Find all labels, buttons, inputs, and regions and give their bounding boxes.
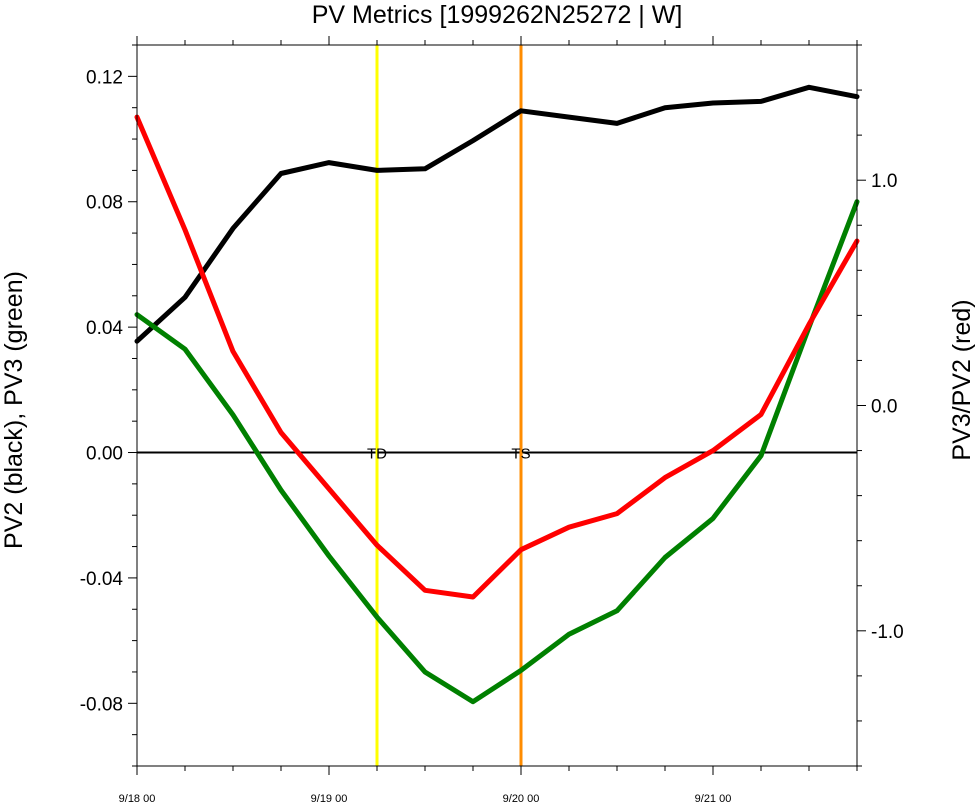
plot-border <box>136 44 858 767</box>
plot-frame-layer <box>137 45 857 766</box>
series-line-2 <box>134 114 860 600</box>
y-right-tick-label: 0.0 <box>871 397 897 418</box>
y-axis-right-label: PV3/PV2 (red) <box>948 299 976 460</box>
axes-layer: TD TS 0.12 0.08 0.04 0.00 -0.04 -0.08 1.0 0.0 -1.0… <box>80 36 904 805</box>
x-tick-label: 9/21 00 <box>695 793 732 805</box>
marker-label-td: TD <box>367 446 387 463</box>
y-left-tick-label: -0.08 <box>80 694 123 715</box>
x-tick-label: 9/19 00 <box>311 793 348 805</box>
series-line-0 <box>134 84 860 344</box>
y-left-tick-label: 0.00 <box>86 444 123 465</box>
y-right-tick-label: -1.0 <box>871 622 904 643</box>
series-layer <box>134 84 860 705</box>
y-left-tick-label: -0.04 <box>80 569 124 590</box>
x-tick-label: 9/18 00 <box>119 793 156 805</box>
y-axis-left-label: PV2 (black), PV3 (green) <box>0 271 28 549</box>
x-tick-label: 9/20 00 <box>503 793 540 805</box>
y-left-tick-label: 0.12 <box>86 67 123 88</box>
y-left-tick-label: 0.04 <box>86 318 123 339</box>
series-line-1 <box>134 199 860 705</box>
y-right-tick-label: 1.0 <box>871 171 897 192</box>
y-left-tick-label: 0.08 <box>86 193 123 214</box>
chart-title: PV Metrics [1999262N25272 | W] <box>312 1 683 29</box>
marker-label-ts: TS <box>511 446 530 463</box>
